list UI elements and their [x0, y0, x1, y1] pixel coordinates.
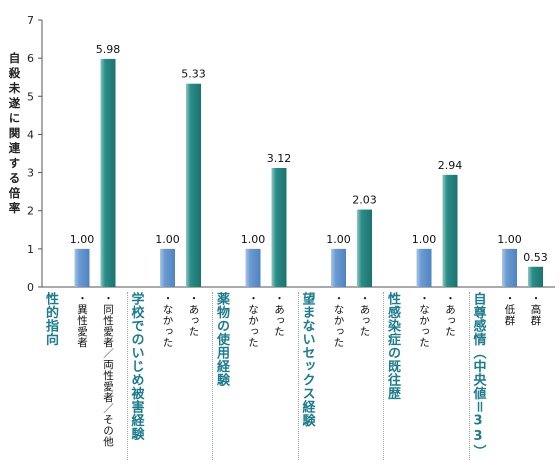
data-label: 2.03 [352, 194, 377, 207]
bar [160, 248, 176, 287]
data-label: 1.00 [241, 233, 266, 246]
y-tick-label: 4 [27, 128, 34, 141]
category-label: ・同性愛者／両性愛者／その他 [102, 293, 114, 447]
bar [100, 58, 116, 287]
bar [357, 209, 373, 287]
category-label: ・低群 [503, 293, 516, 326]
data-label: 5.98 [96, 43, 121, 56]
bar [271, 167, 287, 287]
group-label: 性感染症の既往歴 [385, 292, 400, 400]
y-tick-label: 0 [27, 281, 34, 294]
bar [502, 248, 518, 287]
bar [416, 248, 432, 287]
y-tick-label: 1 [27, 243, 34, 256]
category-label: ・なかった [418, 293, 430, 348]
category-label: ・あった [358, 293, 371, 337]
y-tick-label: 5 [27, 90, 34, 103]
data-label: 1.00 [326, 233, 351, 246]
data-label: 1.00 [70, 233, 95, 246]
data-label: 0.53 [523, 251, 548, 264]
y-tick-label: 7 [27, 14, 34, 27]
category-label: ・あった [187, 293, 200, 337]
category-label: ・高群 [529, 293, 542, 326]
bar [74, 248, 90, 287]
category-label: ・なかった [247, 293, 259, 348]
y-tick-label: 3 [27, 167, 34, 180]
group-separator [469, 292, 470, 460]
data-label: 1.00 [412, 233, 437, 246]
group-label: 自尊感情（中央値＝33） [470, 292, 486, 458]
bar [528, 266, 544, 287]
data-label: 1.00 [497, 233, 522, 246]
bar [331, 248, 347, 287]
group-label: 性的指向 [43, 292, 58, 346]
y-tick-label: 2 [27, 205, 34, 218]
y-tick-label: 6 [27, 52, 34, 65]
data-label: 1.00 [155, 233, 180, 246]
data-label: 3.12 [267, 152, 292, 165]
group-label: 望まないセックス経験 [299, 292, 315, 427]
category-label: ・なかった [161, 293, 174, 348]
group-separator [298, 292, 299, 460]
bar [186, 83, 202, 287]
bar [245, 248, 261, 287]
data-label: 5.33 [181, 68, 206, 81]
bar [442, 174, 458, 287]
category-label: ・なかった [332, 293, 345, 348]
category-label: ・あった [273, 293, 285, 337]
group-separator [127, 292, 128, 460]
category-label: ・あった [444, 293, 456, 337]
group-label: 薬物の使用経験 [214, 292, 229, 387]
y-axis-label: 自殺未遂に関連する倍率 [7, 52, 22, 217]
data-label: 2.94 [438, 159, 463, 172]
group-separator [212, 292, 213, 460]
group-label: 学校でのいじめ被害経験 [128, 292, 144, 441]
group-separator [383, 292, 384, 460]
category-label: ・異性愛者 [76, 293, 88, 348]
